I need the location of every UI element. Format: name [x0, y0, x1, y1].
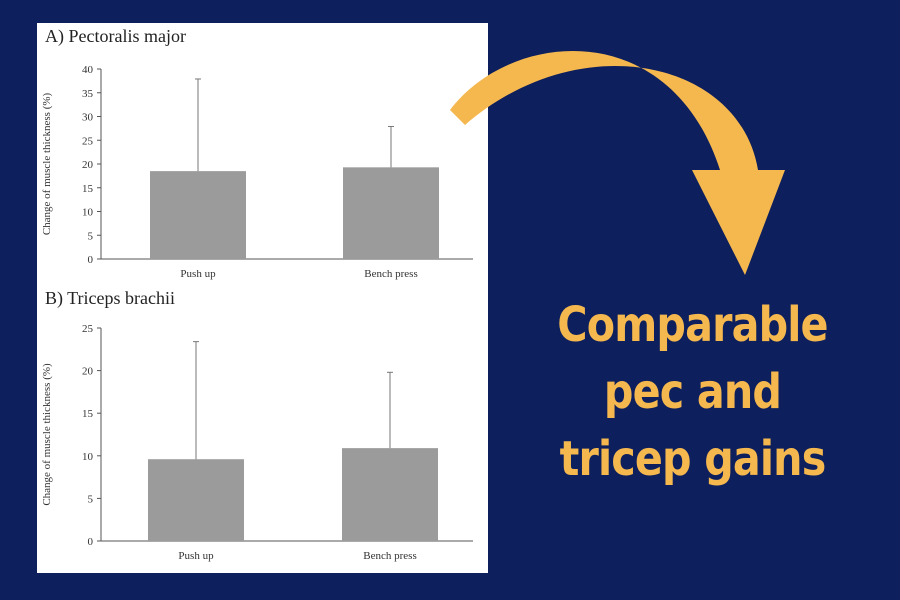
chart-a-y-tick-label: 15: [82, 183, 94, 195]
chart-a-bar: [343, 167, 439, 259]
chart-a-x-tick-label: Push up: [180, 268, 216, 280]
chart-a-pectoralis: 0 5 10 15 20 25 30 35 40 Change of muscle thickne…: [41, 64, 473, 280]
chart-b-y-tick-label: 10: [82, 451, 94, 463]
chart-a-y-tick-label: 40: [82, 64, 94, 76]
chart-b-x-tick-label: Bench press: [363, 550, 416, 562]
chart-a-y-tick-label: 20: [82, 159, 94, 171]
chart-a-title: A) Pectoralis major: [45, 26, 186, 46]
chart-b-y-tick-label: 5: [88, 493, 94, 505]
headline: Comparable pec and tricep gains: [531, 292, 854, 493]
chart-b-y-tick-label: 25: [82, 323, 94, 335]
chart-b-y-tick-label: 20: [82, 366, 94, 378]
chart-b-title: B) Triceps brachii: [45, 288, 175, 308]
chart-a-y-tick-label: 5: [88, 230, 94, 242]
chart-a-bar: [150, 171, 246, 259]
chart-a-y-tick-label: 10: [82, 207, 94, 219]
chart-a-x-tick-label: Bench press: [364, 268, 417, 280]
chart-a-y-tick-label: 30: [82, 112, 94, 124]
chart-b-y-tick-label: 0: [88, 536, 94, 548]
headline-line-3: tricep gains: [559, 431, 827, 487]
chart-b-triceps: 0 5 10 15 20 25 Change of muscle thickness (%)…: [41, 323, 473, 562]
headline-line-1: Comparable: [557, 297, 828, 353]
chart-b-y-tick-label: 15: [82, 408, 94, 420]
curved-arrow-icon: [450, 51, 785, 276]
chart-b-bar: [342, 448, 438, 541]
chart-a-y-tick-label: 25: [82, 135, 94, 147]
headline-line-2: pec and: [603, 364, 782, 420]
chart-b-y-axis-label: Change of muscle thickness (%): [41, 363, 53, 506]
chart-b-x-tick-label: Push up: [178, 550, 214, 562]
chart-a-y-tick-label: 35: [82, 88, 94, 100]
chart-a-y-axis-label: Change of muscle thickness (%): [41, 92, 53, 235]
chart-a-y-tick-label: 0: [88, 254, 94, 266]
chart-b-bar: [148, 459, 244, 541]
chart-panel: A) Pectoralis major B) Triceps brachii 0…: [37, 23, 488, 573]
